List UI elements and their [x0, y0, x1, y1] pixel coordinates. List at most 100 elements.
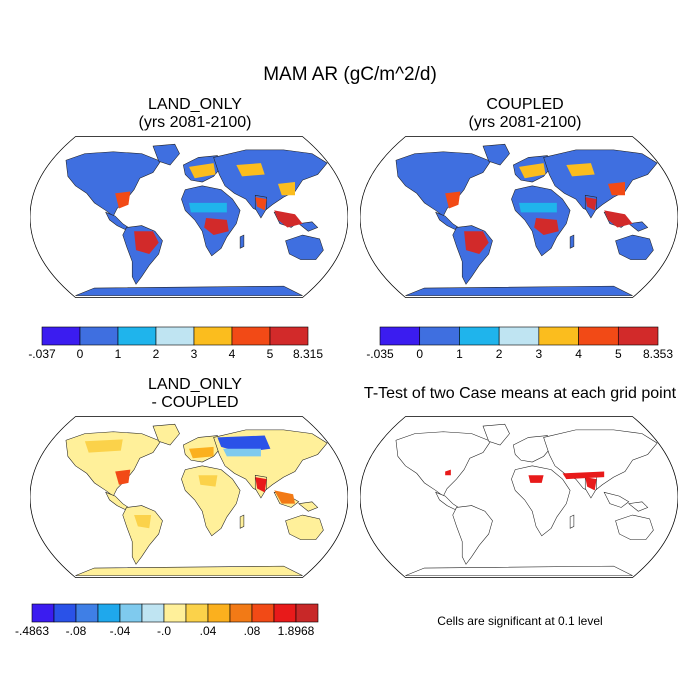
colorbar-tick-label: -.08	[66, 624, 87, 638]
seasia-high	[604, 210, 633, 228]
asia-negative-light	[223, 448, 261, 457]
colorbar-swatch	[79, 326, 119, 346]
colorbar-tick-label: 8.353	[643, 347, 673, 361]
colorbar-swatch	[419, 326, 460, 346]
colorbar-tick-label: -.04	[110, 624, 131, 638]
colorbar-tick-label: -.0	[157, 624, 171, 638]
colorbar-swatch	[31, 603, 55, 623]
colorbar-swatch	[141, 603, 165, 623]
figure-title: MAM AR (gC/m^2/d)	[263, 64, 437, 85]
colorbar-swatch	[251, 603, 275, 623]
colorbar-tick-label: 4	[575, 347, 582, 361]
colorbar-tick-label: -.035	[366, 347, 394, 361]
colorbar-tick-label: 5	[615, 347, 622, 361]
china-mid	[607, 182, 625, 196]
india-mid	[585, 197, 597, 211]
colorbar-tick-label: 4	[229, 347, 236, 361]
globe-outline	[360, 416, 678, 578]
colorbar-swatch	[578, 326, 619, 346]
colorbar-tick-label: .04	[200, 624, 217, 638]
globe-outline	[360, 136, 678, 298]
colorbar-swatch	[617, 326, 659, 346]
seasia-positive	[274, 490, 295, 504]
panel-title-coupled: COUPLED (yrs 2081-2100)	[375, 96, 675, 132]
congo-high	[204, 218, 229, 236]
panel-title-line: - COUPLED	[151, 394, 239, 411]
india-mid	[255, 197, 267, 211]
map-ttest	[360, 416, 678, 578]
colorbar-swatch	[185, 603, 209, 623]
canada-mixed	[84, 439, 123, 453]
asia-negative	[217, 435, 271, 453]
panel-title-line: COUPLED	[486, 96, 564, 113]
colorbar-swatch	[273, 603, 297, 623]
colorbar-tick-label: 2	[496, 347, 503, 361]
panel-title-line: LAND_ONLY	[148, 376, 242, 393]
colorbar-tick-label: 1.8968	[278, 624, 315, 638]
colorbar-swatch	[75, 603, 99, 623]
colorbar-tick-label: 3	[191, 347, 198, 361]
panel-title-line: (yrs 2081-2100)	[468, 114, 582, 131]
colorbar-swatch	[41, 326, 81, 346]
colorbar-tick-label: 2	[153, 347, 160, 361]
panel-title-line: T-Test of two Case means at each grid po…	[363, 385, 677, 402]
colorbar-swatch	[155, 326, 195, 346]
seasia-high	[274, 210, 303, 228]
east-us-mid	[445, 191, 461, 209]
colorbar-coupled: -.035 0 1 2 3 4 5 8.353	[366, 326, 673, 361]
map-coupled	[360, 136, 678, 298]
colorbar-swatch	[379, 326, 421, 346]
colorbar-swatch	[229, 603, 253, 623]
amazon-mixed	[134, 515, 152, 529]
colorbar-swatch	[459, 326, 500, 346]
colorbar-swatch	[193, 326, 233, 346]
colorbar-swatch	[538, 326, 579, 346]
colorbar-tick-label: 0	[416, 347, 423, 361]
colorbar-tick-label: 1	[115, 347, 122, 361]
india-positive	[255, 477, 267, 493]
colorbar-difference: -.4863 -.08 -.04 -.0 .04 .08 1.8968	[15, 603, 319, 638]
east-us-mid	[115, 191, 131, 209]
panel-title-difference: LAND_ONLY - COUPLED	[45, 376, 345, 412]
europe-positive	[189, 446, 214, 459]
panel-title-ttest: T-Test of two Case means at each grid po…	[345, 385, 695, 403]
colorbar-swatch	[295, 603, 319, 623]
colorbar-swatch	[117, 326, 157, 346]
colorbar-swatch	[119, 603, 143, 623]
colorbar-tick-label: 8.315	[293, 347, 323, 361]
globe-outline	[30, 136, 348, 298]
colorbar-swatch	[498, 326, 540, 346]
china-mid	[277, 182, 295, 196]
africa-positive	[198, 475, 218, 487]
colorbar-swatch	[231, 326, 271, 346]
sahel-light	[519, 202, 557, 213]
land-outline	[395, 423, 658, 577]
colorbar-tick-label: -.037	[28, 347, 56, 361]
colorbar-tick-label: -.4863	[15, 624, 49, 638]
sahel-light	[189, 202, 227, 213]
sig-india	[585, 477, 597, 491]
amazon-high	[134, 231, 159, 254]
colorbar-land-only: -.037 0 1 2 3 4 5 8.315	[28, 326, 323, 361]
europe-mid	[189, 163, 216, 179]
sig-us	[445, 469, 451, 476]
asia-mid	[236, 163, 265, 177]
europe-mid	[519, 163, 546, 179]
map-difference	[30, 416, 348, 578]
panel-title-line: (yrs 2081-2100)	[138, 114, 252, 131]
sig-africa	[528, 475, 544, 483]
map-land-only	[30, 136, 348, 298]
panel-title-line: LAND_ONLY	[148, 96, 242, 113]
colorbar-tick-label: .08	[244, 624, 261, 638]
colorbar-swatch	[97, 603, 121, 623]
colorbar-tick-label: 5	[267, 347, 274, 361]
sig-band	[562, 471, 605, 480]
colorbar-tick-label: 0	[77, 347, 84, 361]
amazon-high	[464, 231, 489, 254]
globe-outline	[30, 416, 348, 578]
colorbar-swatch	[207, 603, 231, 623]
panel-title-land-only: LAND_ONLY (yrs 2081-2100)	[45, 96, 345, 132]
asia-mid	[566, 163, 595, 177]
colorbar-tick-label: 1	[456, 347, 463, 361]
significance-note: Cells are significant at 0.1 level	[437, 614, 603, 628]
